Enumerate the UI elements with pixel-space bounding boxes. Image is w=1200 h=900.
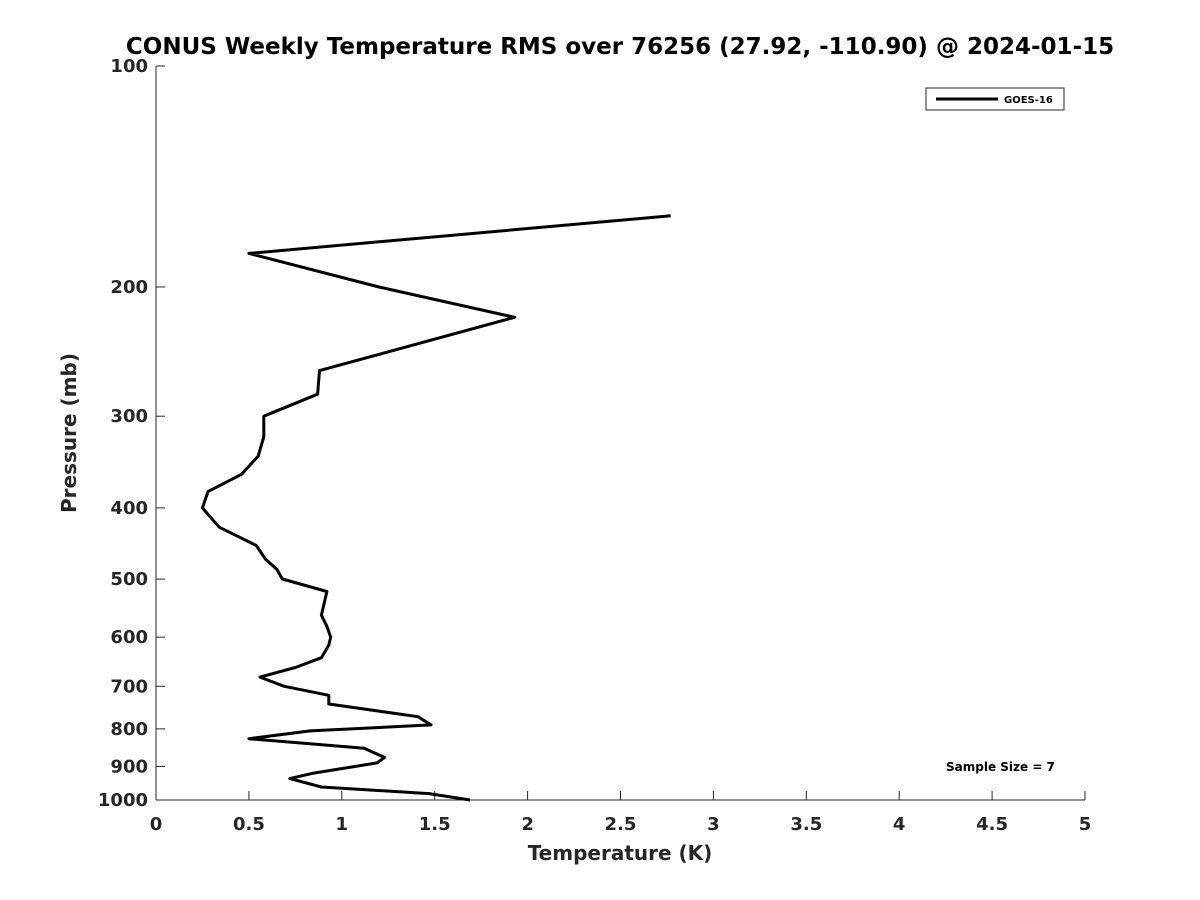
sample-size-annotation: Sample Size = 7 bbox=[946, 760, 1055, 774]
y-tick-label: 500 bbox=[110, 569, 148, 590]
x-tick-label: 2.5 bbox=[605, 814, 637, 835]
series-group bbox=[200, 214, 671, 802]
y-tick-label: 600 bbox=[110, 627, 148, 648]
y-tick-label: 800 bbox=[110, 719, 148, 740]
y-axis-label: Pressure (mb) bbox=[57, 353, 81, 513]
x-tick-label: 4 bbox=[893, 814, 906, 835]
x-tick-label: 3 bbox=[707, 814, 720, 835]
legend-label-goes-16: GOES-16 bbox=[1004, 95, 1053, 106]
y-tick-label: 100 bbox=[110, 56, 148, 77]
x-tick-label: 5 bbox=[1079, 814, 1092, 835]
x-tick-label: 1 bbox=[336, 814, 349, 835]
x-tick-label: 0 bbox=[150, 814, 163, 835]
x-tick-label: 3.5 bbox=[790, 814, 822, 835]
y-axis-ticks: 100 200 300 400 500 600 700 800 900 1000 bbox=[98, 56, 165, 811]
legend: GOES-16 bbox=[925, 87, 1065, 111]
x-axis-label: Temperature (K) bbox=[528, 841, 713, 865]
y-tick-label: 900 bbox=[110, 756, 148, 777]
y-tick-label: 700 bbox=[110, 676, 148, 697]
series-line-goes-16 bbox=[200, 214, 671, 802]
x-tick-label: 4.5 bbox=[976, 814, 1008, 835]
chart-title: CONUS Weekly Temperature RMS over 76256 … bbox=[126, 34, 1114, 60]
y-tick-label: 1000 bbox=[98, 790, 148, 811]
x-tick-label: 1.5 bbox=[419, 814, 451, 835]
y-tick-label: 400 bbox=[110, 498, 148, 519]
y-tick-label: 200 bbox=[110, 277, 148, 298]
x-tick-label: 2 bbox=[521, 814, 534, 835]
x-axis-ticks: 0 0.5 1 1.5 2 2.5 3 3.5 4 4.5 5 bbox=[150, 791, 1092, 835]
y-tick-label: 300 bbox=[110, 406, 148, 427]
x-tick-label: 0.5 bbox=[233, 814, 265, 835]
